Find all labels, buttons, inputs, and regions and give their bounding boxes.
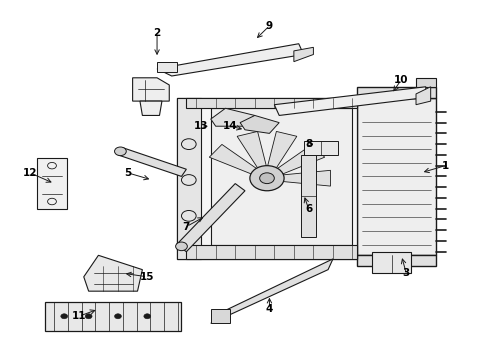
Circle shape <box>115 314 122 319</box>
Polygon shape <box>237 131 270 179</box>
Polygon shape <box>186 244 357 259</box>
Polygon shape <box>84 255 143 291</box>
Text: 9: 9 <box>266 21 273 31</box>
Polygon shape <box>357 87 436 98</box>
Polygon shape <box>357 98 436 255</box>
Circle shape <box>250 166 284 191</box>
Polygon shape <box>294 47 314 62</box>
Polygon shape <box>266 144 325 180</box>
Polygon shape <box>301 155 316 237</box>
Circle shape <box>144 314 151 319</box>
Polygon shape <box>416 78 436 87</box>
Polygon shape <box>265 131 297 179</box>
Polygon shape <box>416 87 431 105</box>
Text: 6: 6 <box>305 204 312 214</box>
Polygon shape <box>176 98 357 259</box>
Polygon shape <box>157 62 176 72</box>
Text: 3: 3 <box>403 268 410 278</box>
Polygon shape <box>211 108 352 244</box>
Polygon shape <box>357 255 436 266</box>
Polygon shape <box>45 302 181 330</box>
Text: 10: 10 <box>394 75 409 85</box>
Polygon shape <box>211 108 255 126</box>
Text: 15: 15 <box>140 272 154 282</box>
Text: 11: 11 <box>72 311 86 321</box>
Polygon shape <box>274 87 426 116</box>
Polygon shape <box>176 184 245 252</box>
Polygon shape <box>176 98 201 259</box>
Text: 12: 12 <box>23 168 37 178</box>
Polygon shape <box>186 98 357 108</box>
Text: 8: 8 <box>305 139 312 149</box>
Polygon shape <box>133 78 169 101</box>
Polygon shape <box>267 170 331 186</box>
Polygon shape <box>211 309 230 323</box>
Circle shape <box>85 314 92 319</box>
Text: 13: 13 <box>194 121 208 131</box>
Circle shape <box>260 173 274 184</box>
Circle shape <box>175 242 187 251</box>
Text: 14: 14 <box>223 121 238 131</box>
Polygon shape <box>304 140 338 155</box>
Polygon shape <box>372 252 411 273</box>
Polygon shape <box>157 44 304 76</box>
Circle shape <box>115 147 126 156</box>
Polygon shape <box>140 101 162 116</box>
Text: 5: 5 <box>124 168 131 178</box>
Polygon shape <box>240 116 279 134</box>
Text: 7: 7 <box>183 222 190 231</box>
Polygon shape <box>211 259 333 323</box>
Polygon shape <box>37 158 67 209</box>
Text: 1: 1 <box>441 161 449 171</box>
Polygon shape <box>209 144 269 180</box>
Text: 2: 2 <box>153 28 161 38</box>
Circle shape <box>61 314 68 319</box>
Polygon shape <box>118 148 186 176</box>
Text: 4: 4 <box>266 304 273 314</box>
